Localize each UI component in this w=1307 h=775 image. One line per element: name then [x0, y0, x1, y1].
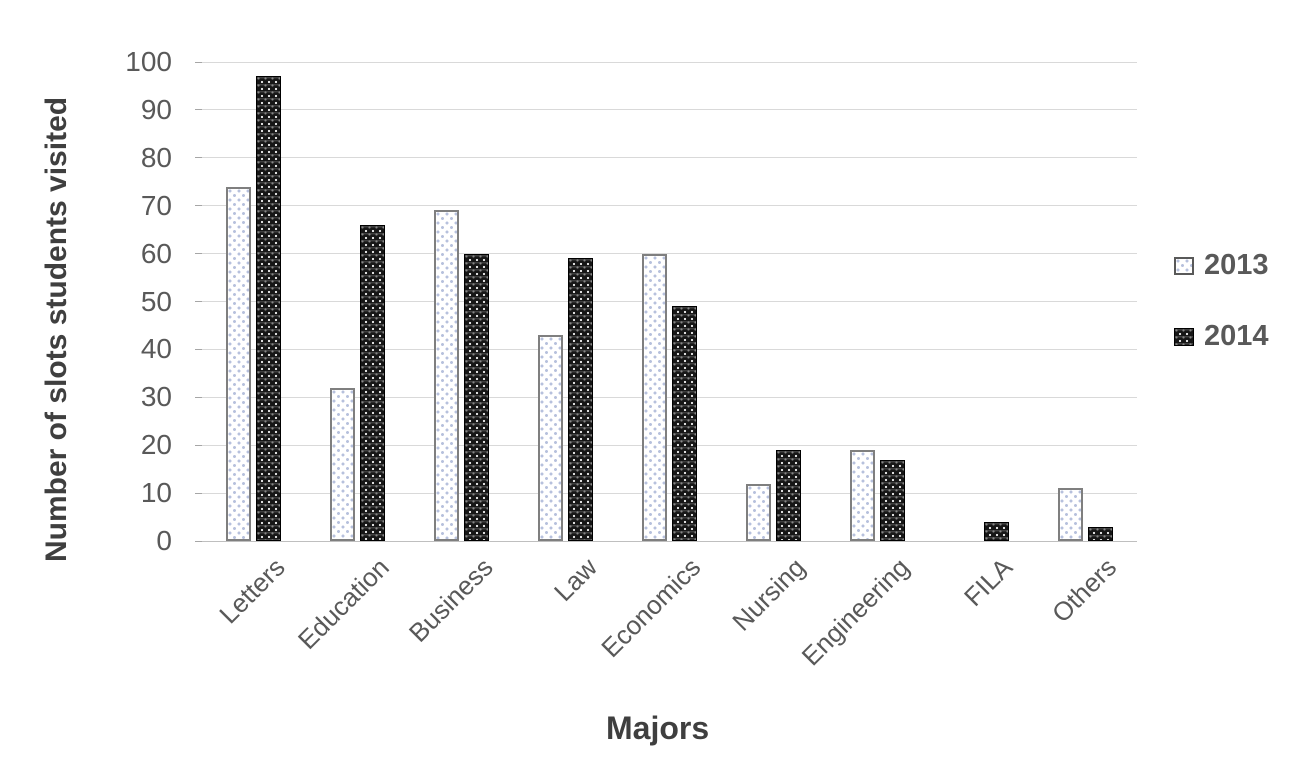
legend-entry-2013: 2013	[1174, 251, 1269, 280]
y-tick-mark	[195, 61, 202, 63]
gridline	[202, 444, 1137, 446]
gridline	[202, 61, 1137, 63]
y-tick-label: 10	[140, 477, 172, 509]
x-tick-label-nursing: Nursing	[726, 552, 811, 637]
y-tick-mark	[195, 157, 202, 159]
bar-2013-others	[1057, 488, 1083, 541]
bar-2013-law	[538, 335, 564, 541]
y-tick-mark	[195, 492, 202, 494]
y-tick-label: 40	[140, 333, 172, 365]
gridline	[202, 205, 1137, 207]
y-tick-label: 50	[140, 285, 172, 317]
y-tick-mark	[195, 348, 202, 350]
y-tick-label: 30	[140, 381, 172, 413]
bar-2014-education	[360, 224, 386, 541]
bar-2014-others	[1087, 526, 1113, 541]
bar-2013-business	[434, 210, 460, 541]
gridline	[202, 348, 1137, 350]
y-tick-label: 90	[140, 93, 172, 125]
bar-2014-law	[568, 258, 594, 541]
x-tick-label-fila: FILA	[958, 552, 1019, 613]
y-tick-label: 20	[140, 429, 172, 461]
x-tick-label-law: Law	[547, 552, 603, 607]
gridline	[202, 396, 1137, 398]
legend-label-2014: 2014	[1204, 320, 1269, 352]
y-tick-mark	[195, 109, 202, 111]
bar-2014-economics	[672, 306, 697, 541]
legend-swatch-2014	[1174, 327, 1194, 346]
y-tick-mark	[195, 205, 202, 207]
gridline	[202, 301, 1137, 302]
y-tick-label: 70	[140, 189, 172, 221]
x-tick-label-engineering: Engineering	[795, 552, 915, 672]
bar-2013-nursing	[745, 483, 771, 541]
y-tick-label: 0	[156, 525, 172, 556]
bar-2013-letters	[226, 186, 252, 541]
gridline	[202, 492, 1137, 494]
bar-2014-engineering	[879, 459, 905, 541]
x-axis-title: Majors	[606, 710, 710, 746]
gridline	[202, 540, 1137, 542]
y-tick-mark	[195, 396, 202, 398]
bar-2014-fila	[983, 521, 1009, 541]
y-tick-mark	[195, 444, 202, 446]
y-tick-mark	[195, 253, 202, 255]
y-tick-mark	[195, 301, 202, 302]
bar-2014-nursing	[775, 449, 801, 541]
legend-swatch-2013	[1174, 256, 1194, 275]
legend-label-2013: 2013	[1204, 249, 1269, 281]
bar-2013-engineering	[849, 449, 875, 541]
bar-2013-education	[330, 387, 356, 541]
x-tick-label-others: Others	[1045, 552, 1123, 629]
gridline	[202, 253, 1137, 255]
x-tick-label-economics: Economics	[595, 552, 707, 664]
y-tick-label: 80	[140, 141, 172, 173]
legend-entry-2014: 2014	[1174, 322, 1269, 351]
y-tick-label: 100	[125, 46, 172, 77]
bar-2014-letters	[256, 76, 282, 541]
gridline	[202, 157, 1137, 159]
bar-2013-economics	[642, 253, 667, 541]
bar-2014-business	[464, 253, 490, 541]
y-tick-mark	[195, 540, 202, 542]
x-tick-label-business: Business	[403, 552, 499, 648]
y-tick-label: 60	[140, 237, 172, 269]
gridline	[202, 109, 1137, 111]
x-tick-label-education: Education	[292, 552, 396, 655]
x-tick-label-letters: Letters	[213, 552, 292, 630]
